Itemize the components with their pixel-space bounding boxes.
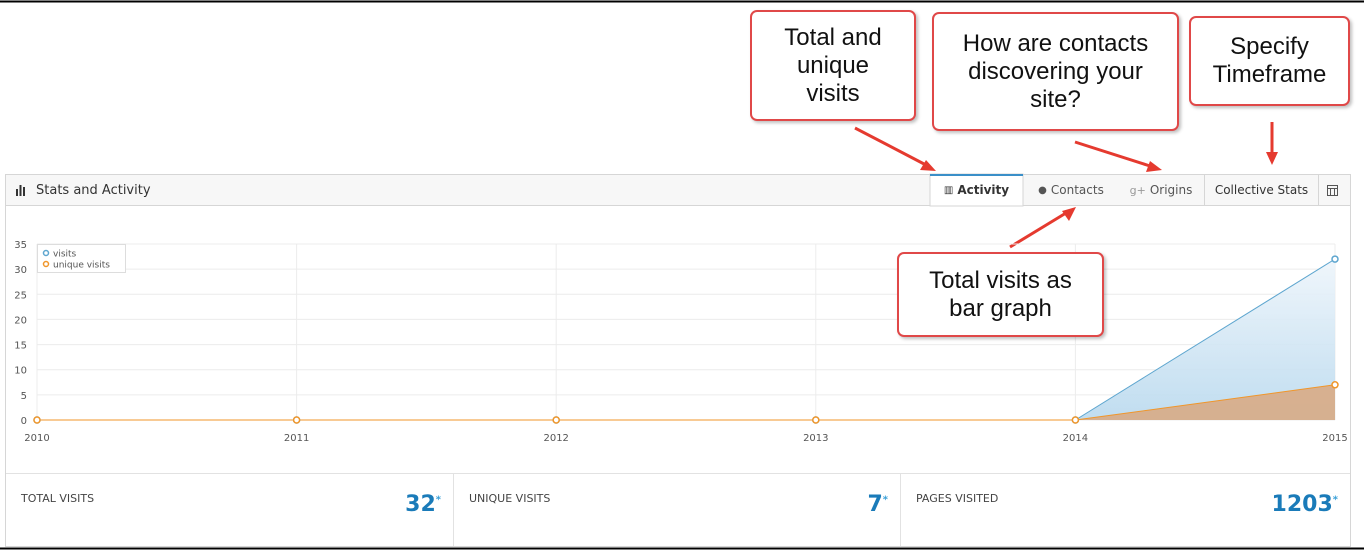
stat-value-wrap: 32* [405, 492, 441, 517]
legend-marker [42, 249, 50, 257]
tab[interactable]: ● Contacts [1038, 183, 1104, 197]
point [1331, 255, 1339, 263]
x-tick-label: 2012 [543, 433, 568, 444]
tab[interactable]: Collective Stats [1205, 175, 1318, 205]
stat-label: TOTAL VISITS [21, 492, 95, 505]
stat-value: 7 [867, 492, 883, 517]
callout-text: Total and unique visits [784, 23, 882, 107]
calendar-icon [1327, 185, 1338, 196]
stat: UNIQUE VISITS 7* [454, 474, 900, 546]
area [37, 384, 1335, 420]
calendar-button[interactable] [1318, 175, 1350, 205]
tab-label: Activity [957, 183, 1010, 197]
point [33, 416, 41, 424]
panel [5, 174, 1351, 547]
stat-value: 1203 [1271, 492, 1333, 517]
stat-value-wrap: 1203* [1272, 492, 1338, 517]
active-tab [929, 173, 1024, 207]
stat-value: 32 [405, 492, 436, 517]
callout: Specify Timeframe [1189, 16, 1350, 106]
callout-text: How are contacts discovering your site? [962, 29, 1149, 113]
y-tick-label: 25 [14, 290, 27, 301]
callout: Total and unique visits [750, 10, 916, 121]
y-tick-label: 20 [14, 315, 27, 326]
stat-value-wrap: 7* [867, 492, 888, 517]
tab[interactable]: g+ Origins [1129, 183, 1193, 197]
point [1071, 416, 1080, 424]
point [292, 416, 301, 424]
callout-text: Total visits as bar graph [929, 266, 1072, 322]
x-tick-label: 2014 [1063, 433, 1088, 444]
stat-label: PAGES VISITED [916, 492, 999, 505]
stat-mark: * [1332, 494, 1338, 506]
y-tick-label: 10 [14, 366, 27, 377]
legend-label: visits [53, 250, 77, 260]
arrows [854, 122, 1278, 249]
stat: PAGES VISITED 1203* [901, 474, 1350, 546]
panel-header [6, 175, 1350, 205]
stats-icon [16, 185, 25, 196]
x-tick-label: 2013 [803, 433, 828, 444]
legend-marker [42, 260, 50, 268]
line [37, 384, 1336, 421]
callout: Total visits as bar graph [897, 252, 1104, 337]
y-tick-label: 30 [14, 265, 27, 276]
legend-box [37, 244, 126, 273]
x-tick-label: 2015 [1322, 433, 1347, 444]
callout: How are contacts discovering your site? [932, 12, 1179, 131]
tab-label: Collective Stats [1214, 183, 1309, 197]
panel-title: Stats and Activity [36, 182, 151, 198]
stat-mark: * [435, 494, 441, 506]
x-tick-label: 2010 [24, 433, 49, 444]
tab-label: Origins [1149, 183, 1193, 197]
stat: TOTAL VISITS 32* [6, 474, 453, 546]
y-tick-label: 15 [14, 341, 27, 352]
tab-label: Contacts [1050, 183, 1104, 197]
y-tick-label: 5 [21, 391, 27, 402]
x-tick-label: 2011 [284, 433, 309, 444]
point [812, 416, 820, 424]
tab[interactable]: ▥ Activity [943, 183, 1010, 197]
stat-mark: * [882, 494, 888, 506]
stat-label: UNIQUE VISITS [469, 492, 551, 505]
legend-label: unique visits [53, 261, 110, 271]
callout-text: Specify Timeframe [1212, 33, 1327, 88]
y-tick-label: 35 [14, 240, 27, 251]
point [1331, 381, 1339, 389]
y-tick-label: 0 [21, 416, 27, 427]
point [552, 416, 560, 424]
